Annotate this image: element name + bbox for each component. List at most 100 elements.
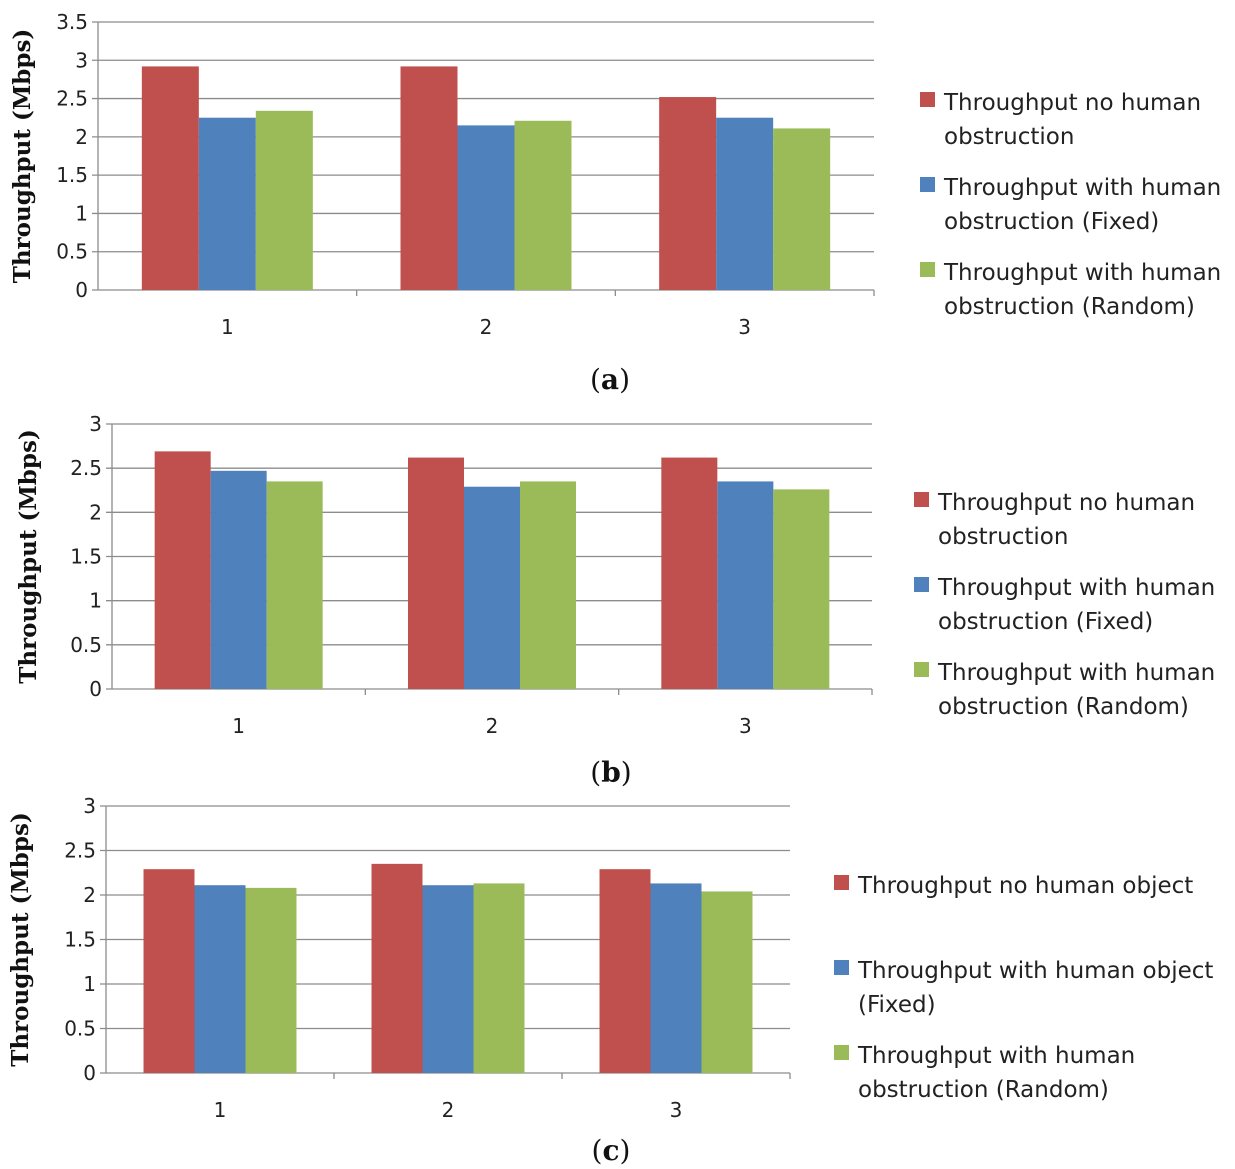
- legend: Throughput no human obstruction Throughput…: [914, 490, 1215, 720]
- bar-1-series-2: [194, 885, 246, 1073]
- legend-swatch-series-1: [920, 92, 935, 107]
- legend-swatch-series-2: [914, 577, 929, 592]
- bar-1-series-3: [245, 887, 297, 1073]
- y-axis-label: Throughput (Mbps): [7, 812, 34, 1067]
- x-tick-label: 2: [486, 714, 499, 738]
- bar-2-series-2: [457, 125, 515, 290]
- legend-label-series-3: Throughput with human: [943, 260, 1221, 286]
- x-tick-label: 3: [738, 315, 751, 339]
- caption-paren-open: (: [590, 363, 601, 396]
- legend-swatch-series-1: [914, 492, 929, 507]
- caption-letter: c: [602, 1134, 619, 1167]
- legend-label-series-2: Throughput with human object: [857, 958, 1213, 984]
- caption-paren-open: (: [592, 1134, 603, 1167]
- bar-3-series-1: [599, 869, 651, 1073]
- bar-2-series-3: [514, 120, 572, 290]
- y-tick-label: 2: [83, 883, 96, 907]
- bar-1-series-3: [255, 110, 313, 290]
- bar-3-series-3: [773, 489, 830, 689]
- panel-caption: (c): [592, 1134, 631, 1167]
- y-tick-label: 1.5: [70, 545, 102, 569]
- bar-3-series-1: [659, 97, 717, 290]
- y-tick-label: 3.5: [56, 10, 88, 34]
- bar-1-series-1: [154, 451, 211, 689]
- y-tick-label: 2.5: [64, 839, 96, 863]
- legend-label-series-2: obstruction (Fixed): [938, 609, 1153, 635]
- y-tick-label: 0.5: [70, 633, 102, 657]
- chart-panel-c: 0 0.5 1 1.5 2 2.5 3 1 2 3 Throughput (Mbps) Through…: [7, 794, 1213, 1167]
- bar-3-series-2: [716, 117, 774, 290]
- chart-panel-a: 0 0.5 1 1.5 2 2.5 3 3.5 1 2 3 Throughput (Mbps) Thro…: [9, 10, 1221, 396]
- y-tick-label: 3: [89, 412, 102, 436]
- legend-swatch-series-2: [834, 960, 849, 975]
- bar-2-series-2: [464, 486, 520, 689]
- bar-2-series-1: [408, 457, 464, 689]
- y-tick-label: 1.5: [56, 163, 88, 187]
- legend-swatch-series-3: [834, 1045, 849, 1060]
- caption-paren-open: (: [590, 756, 601, 789]
- bar-1-series-2: [198, 117, 256, 290]
- x-tick-label: 3: [670, 1098, 683, 1122]
- y-tick-label: 0: [83, 1061, 96, 1085]
- panel-caption: (b): [590, 756, 631, 789]
- chart-panel-b: 0 0.5 1 1.5 2 2.5 3 1 2 3 Throughput (Mbps) Through…: [15, 412, 1215, 789]
- legend-label-series-2: (Fixed): [858, 992, 936, 1018]
- bar-1-series-1: [141, 66, 199, 290]
- bar-2-series-1: [400, 66, 458, 290]
- caption-paren-close: ): [621, 756, 632, 789]
- y-tick-label: 0.5: [64, 1017, 96, 1041]
- x-tick-label: 1: [214, 1098, 227, 1122]
- legend-swatch-series-1: [834, 875, 849, 890]
- y-tick-label: 2: [75, 125, 88, 149]
- legend-label-series-3: obstruction (Random): [938, 694, 1189, 720]
- legend-label-series-1: Throughput no human object: [857, 873, 1193, 899]
- caption-paren-close: ): [620, 1134, 631, 1167]
- legend-label-series-3: Throughput with human: [857, 1043, 1135, 1069]
- legend-swatch-series-3: [914, 662, 929, 677]
- legend: Throughput no human obstruction Throughput…: [920, 90, 1221, 320]
- bar-3-series-2: [717, 481, 774, 689]
- bar-1-series-1: [143, 869, 195, 1073]
- caption-letter: b: [601, 756, 621, 789]
- y-tick-label: 1: [83, 972, 96, 996]
- x-tick-label: 1: [221, 315, 234, 339]
- y-tick-label: 3: [83, 794, 96, 818]
- legend-label-series-3: obstruction (Random): [944, 294, 1195, 320]
- panel-caption: (a): [590, 363, 630, 396]
- x-tick-label: 2: [480, 315, 493, 339]
- y-axis-label: Throughput (Mbps): [15, 429, 42, 684]
- bar-2-series-2: [422, 885, 474, 1073]
- legend-label-series-3: Throughput with human: [937, 660, 1215, 686]
- bar-1-series-2: [210, 470, 267, 689]
- y-tick-label: 3: [75, 48, 88, 72]
- y-tick-label: 1: [89, 589, 102, 613]
- x-tick-label: 1: [232, 714, 245, 738]
- y-tick-label: 2.5: [70, 456, 102, 480]
- y-tick-label: 1.5: [64, 928, 96, 952]
- y-tick-label: 0.5: [56, 240, 88, 264]
- bar-2-series-1: [371, 863, 423, 1073]
- bar-3-series-3: [701, 891, 753, 1073]
- y-tick-label: 1: [75, 201, 88, 225]
- y-tick-label: 2.5: [56, 87, 88, 111]
- bar-2-series-3: [473, 883, 525, 1073]
- caption-letter: a: [601, 363, 619, 396]
- legend-label-series-2: Throughput with human: [937, 575, 1215, 601]
- y-tick-label: 0: [75, 278, 88, 302]
- y-axis-label: Throughput (Mbps): [9, 29, 36, 284]
- bar-3-series-3: [773, 128, 831, 290]
- legend-label-series-1: Throughput no human: [937, 490, 1195, 516]
- legend-label-series-1: Throughput no human: [943, 90, 1201, 116]
- legend-label-series-1: obstruction: [944, 124, 1074, 150]
- legend-label-series-1: obstruction: [938, 524, 1068, 550]
- bar-2-series-3: [520, 481, 576, 689]
- legend-label-series-3: obstruction (Random): [858, 1077, 1109, 1103]
- legend-label-series-2: Throughput with human: [943, 175, 1221, 201]
- legend: Throughput no human object Throughput wit…: [834, 873, 1213, 1103]
- bar-3-series-2: [650, 883, 702, 1073]
- caption-paren-close: ): [619, 363, 630, 396]
- y-tick-label: 0: [89, 677, 102, 701]
- legend-swatch-series-2: [920, 177, 935, 192]
- legend-label-series-2: obstruction (Fixed): [944, 209, 1159, 235]
